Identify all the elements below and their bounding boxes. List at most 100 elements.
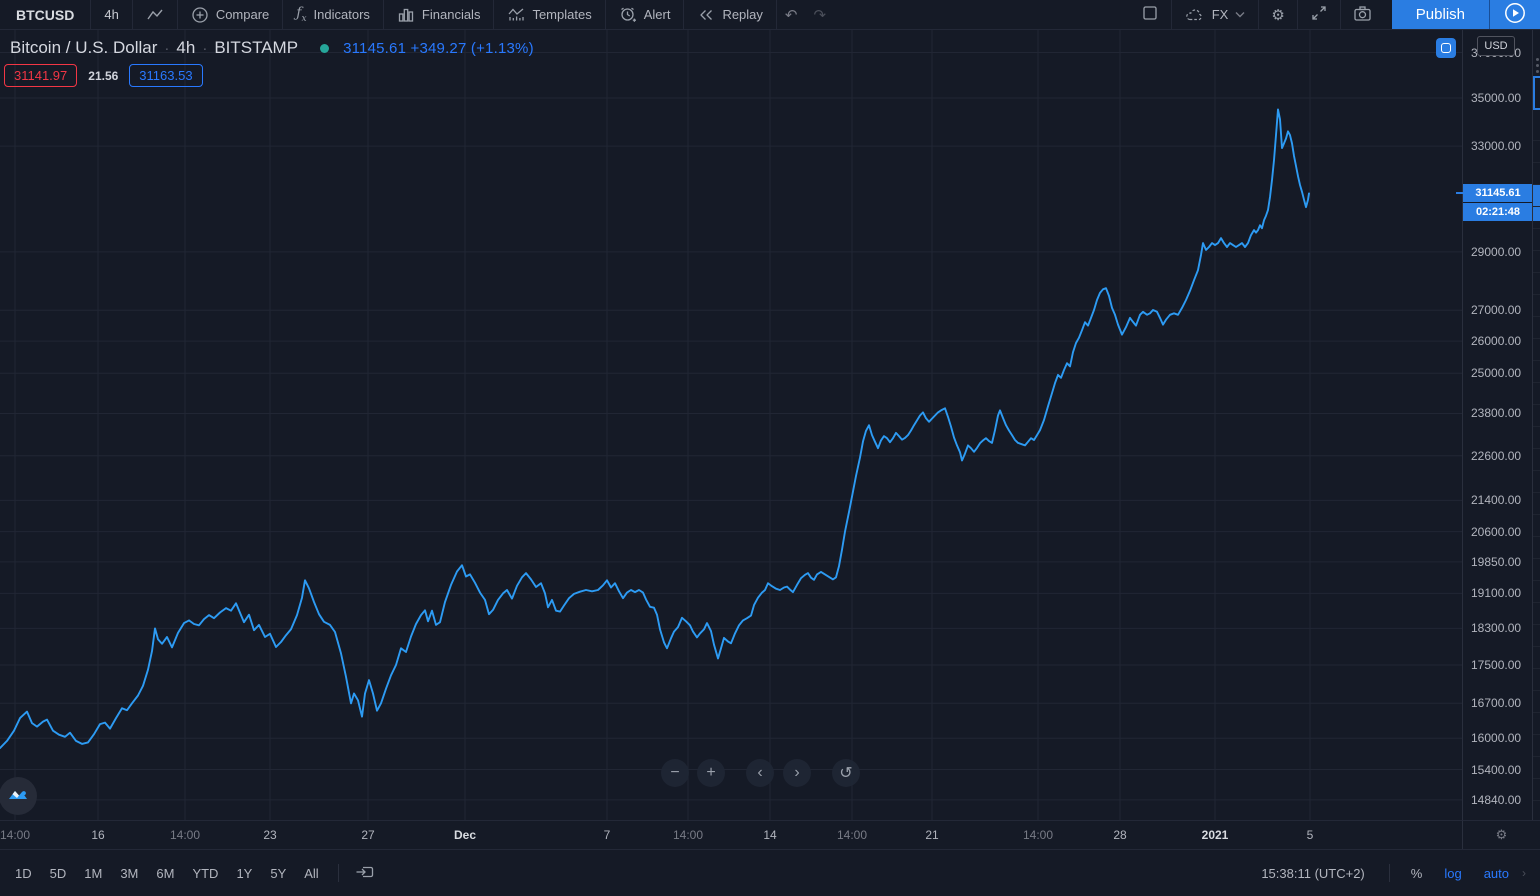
replay-button[interactable]: Replay [684, 0, 775, 29]
watchlist-row-line [1533, 184, 1540, 185]
watchlist-row-line [1533, 558, 1540, 559]
range-1d-button[interactable]: 1D [15, 865, 32, 881]
interval-button[interactable]: 4h [104, 7, 119, 22]
percent-scale-toggle[interactable]: % [1410, 865, 1423, 881]
watchlist-row-line [1533, 426, 1540, 427]
price-axis[interactable]: USD 31145.61 02:21:48 37000.0035000.0033… [1456, 30, 1533, 820]
price-axis-label: 22600.00 [1471, 448, 1522, 463]
zoom-out-button[interactable]: − [661, 759, 689, 787]
symbol-button[interactable]: BTCUSD [16, 6, 75, 23]
price-axis-label: 19850.00 [1471, 554, 1522, 569]
time-axis-label: 7 [603, 828, 611, 842]
toolbar-separator [282, 0, 284, 29]
watchlist-row-line [1533, 470, 1540, 471]
range-all-button[interactable]: All [304, 865, 319, 881]
watchlist-row-line [1533, 360, 1540, 361]
log-scale-toggle[interactable]: log [1444, 865, 1462, 881]
watchlist-row-line [1533, 250, 1540, 251]
watchlist-row-line [1533, 778, 1540, 779]
go-to-date-button[interactable] [349, 863, 381, 884]
toolbar-separator [1339, 0, 1341, 29]
templates-button[interactable]: Templates [494, 0, 604, 29]
legend-separator: · [164, 39, 170, 57]
range-6m-button[interactable]: 6M [156, 865, 175, 881]
layout-square-icon [1141, 4, 1159, 25]
watchlist-row-line [1533, 140, 1540, 141]
bottom-toolbar: 1D 5D 1M 3M 6M YTD 1Y 5Y All 15:38:11 (UTC+2) % … [0, 849, 1540, 896]
collapsed-watchlist-edge[interactable] [1532, 30, 1540, 849]
scroll-right-button[interactable]: › [783, 759, 811, 787]
range-3m-button[interactable]: 3M [120, 865, 139, 881]
alarm-clock-plus-icon [619, 6, 637, 24]
zoom-in-button[interactable]: + [697, 759, 725, 787]
legend-separator: · [202, 39, 208, 57]
fullscreen-button[interactable] [1298, 0, 1340, 29]
templates-label: Templates [532, 7, 592, 22]
range-ytd-button[interactable]: YTD [192, 865, 219, 881]
publish-play-button[interactable] [1490, 0, 1540, 29]
publish-button[interactable]: Publish [1415, 6, 1465, 23]
watchlist-selected-row-edge [1533, 76, 1540, 110]
watchlist-row-line [1533, 514, 1540, 515]
sell-bid-button[interactable]: 31141.97 [4, 64, 78, 87]
price-axis-label: 20600.00 [1471, 524, 1522, 539]
cloud-layout-button[interactable]: FX [1172, 0, 1259, 29]
range-5y-button[interactable]: 5Y [270, 865, 287, 881]
replay-rewind-icon [697, 6, 715, 24]
maximize-pane-button[interactable] [1436, 38, 1456, 58]
watchlist-row-line [1533, 272, 1540, 273]
scroll-left-button[interactable]: ‹ [746, 759, 774, 787]
time-axis-label: 23 [263, 828, 277, 842]
range-1y-button[interactable]: 1Y [236, 865, 253, 881]
panel-grip-dots[interactable] [1536, 58, 1539, 76]
time-axis-label: 14:00 [169, 828, 201, 842]
chart-style-button[interactable] [133, 0, 177, 29]
time-axis-label: 14:00 [672, 828, 704, 842]
indicators-label: Indicators [313, 7, 370, 22]
tradingview-logo[interactable] [0, 777, 37, 815]
bottombar-separator [1388, 864, 1390, 882]
time-axis-label: 28 [1113, 828, 1127, 842]
snapshot-button[interactable] [1341, 0, 1384, 29]
market-status-dot[interactable] [320, 43, 330, 53]
range-5d-button[interactable]: 5D [49, 865, 67, 881]
chart-settings-button[interactable]: ⚙ [1259, 0, 1296, 29]
toolbar-separator [604, 0, 606, 29]
watchlist-row-line [1533, 690, 1540, 691]
compare-button[interactable]: Compare [178, 0, 282, 29]
chart-pane[interactable]: Bitcoin / U.S. Dollar · 4h · BITSTAMP 31… [0, 30, 1462, 820]
reset-view-button[interactable]: ↺ [832, 759, 860, 787]
toolbar-separator [1296, 0, 1298, 29]
watchlist-row-line [1533, 800, 1540, 801]
buy-ask-button[interactable]: 31163.53 [129, 64, 203, 87]
indicators-button[interactable]: ƒx Indicators [283, 0, 383, 29]
auto-scale-toggle[interactable]: auto [1483, 865, 1509, 881]
toolbar-separator [493, 0, 495, 29]
axis-settings-corner: ⚙ [1462, 820, 1540, 849]
maximize-frame-icon [1441, 43, 1451, 53]
fullscreen-icon [1310, 4, 1328, 25]
time-axis[interactable]: 14:00 16 14:00 23 27 Dec 7 14:00 14 14:00 21 14:00 2… [0, 820, 1462, 849]
price-axis-label: 17500.00 [1471, 657, 1522, 672]
price-axis-label: 27000.00 [1471, 303, 1522, 318]
range-1m-button[interactable]: 1M [84, 865, 103, 881]
undo-button[interactable]: ↶ [784, 6, 798, 24]
legend-symbol-title[interactable]: Bitcoin / U.S. Dollar [10, 38, 158, 57]
legend-exchange[interactable]: BITSTAMP [214, 38, 299, 57]
alert-label: Alert [643, 7, 671, 22]
toolbar-separator [382, 0, 384, 29]
layout-select-button[interactable] [1129, 0, 1171, 29]
top-toolbar: BTCUSD 4h Compare ƒx Indicators Financia… [0, 0, 1540, 30]
financials-button[interactable]: Financials [384, 0, 494, 29]
time-axis-label: 5 [1306, 828, 1314, 842]
price-axis-label: 16000.00 [1471, 731, 1522, 746]
alert-button[interactable]: Alert [606, 0, 684, 29]
axis-settings-gear-icon[interactable]: ⚙ [1495, 827, 1508, 842]
currency-tag[interactable]: USD [1477, 36, 1515, 56]
legend-interval[interactable]: 4h [176, 38, 196, 57]
clock-timezone-button[interactable]: 15:38:11 (UTC+2) [1261, 865, 1365, 881]
watchlist-row-line [1533, 448, 1540, 449]
redo-button[interactable]: ↷ [813, 6, 827, 24]
bar-countdown-badge: 02:21:48 [1463, 203, 1533, 222]
expand-panel-chevron[interactable]: › [1522, 866, 1526, 880]
